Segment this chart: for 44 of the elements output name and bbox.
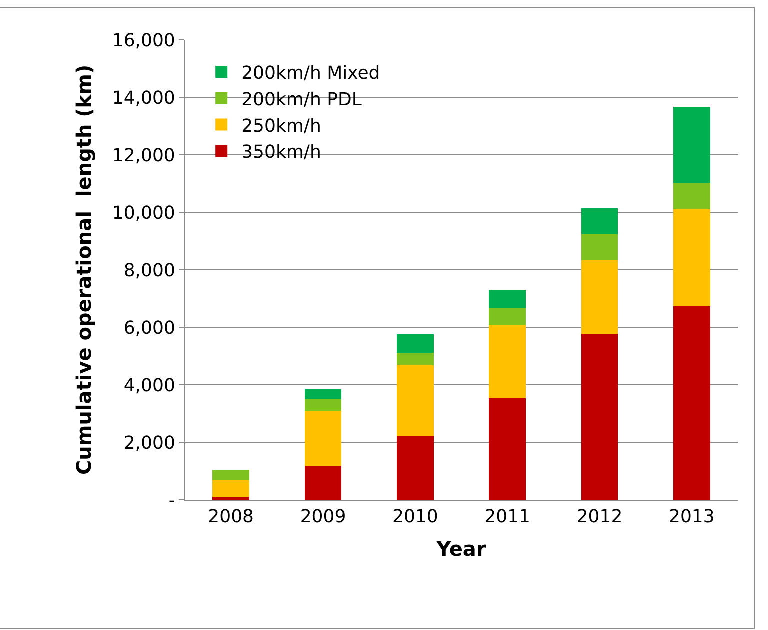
bar bbox=[489, 325, 526, 399]
legend-label: 200km/h PDL bbox=[242, 89, 362, 110]
bar bbox=[396, 353, 434, 366]
bar bbox=[673, 306, 710, 500]
bar bbox=[581, 334, 618, 500]
x-tick-label: 2010 bbox=[392, 506, 438, 528]
x-tick-label: 2013 bbox=[669, 506, 715, 528]
bar bbox=[304, 466, 342, 500]
bar bbox=[304, 400, 342, 412]
legend-label: 350km/h bbox=[242, 142, 322, 164]
y-tick-label: 16,000 bbox=[112, 30, 176, 52]
y-axis-title: Cumulative operational length (km) bbox=[72, 64, 96, 476]
bar bbox=[396, 366, 434, 436]
x-tick-label: 2011 bbox=[484, 506, 530, 528]
x-tick-label: 2008 bbox=[208, 506, 254, 528]
y-tick-label: 2,000 bbox=[124, 432, 176, 454]
legend-label: 200km/h Mixed bbox=[242, 63, 380, 84]
bar bbox=[396, 334, 434, 354]
bar bbox=[396, 436, 434, 500]
bar bbox=[581, 208, 618, 234]
y-tick-label: 4,000 bbox=[124, 375, 176, 396]
bar bbox=[489, 290, 526, 308]
bar bbox=[212, 496, 250, 500]
bar bbox=[673, 106, 710, 184]
bar bbox=[212, 480, 250, 497]
bar bbox=[489, 308, 526, 326]
y-tick-label: 6,000 bbox=[124, 318, 176, 339]
y-tick-label: - bbox=[168, 490, 176, 512]
y-tick-label: 12,000 bbox=[112, 145, 176, 166]
y-tick-label: 10,000 bbox=[112, 202, 176, 224]
bar bbox=[673, 209, 710, 307]
x-tick-label: 2009 bbox=[300, 506, 346, 528]
legend-label: 250km/h bbox=[242, 116, 322, 137]
bar bbox=[304, 411, 342, 466]
y-tick-label: 8,000 bbox=[124, 260, 176, 282]
bar bbox=[673, 183, 710, 210]
bar bbox=[304, 390, 342, 400]
bar bbox=[581, 234, 618, 261]
x-tick-label: 2012 bbox=[576, 506, 623, 528]
bar bbox=[489, 398, 526, 500]
bar bbox=[581, 260, 618, 334]
bar bbox=[212, 470, 250, 481]
y-tick-label: 14,000 bbox=[112, 88, 176, 109]
x-axis-title: Year bbox=[436, 537, 486, 562]
